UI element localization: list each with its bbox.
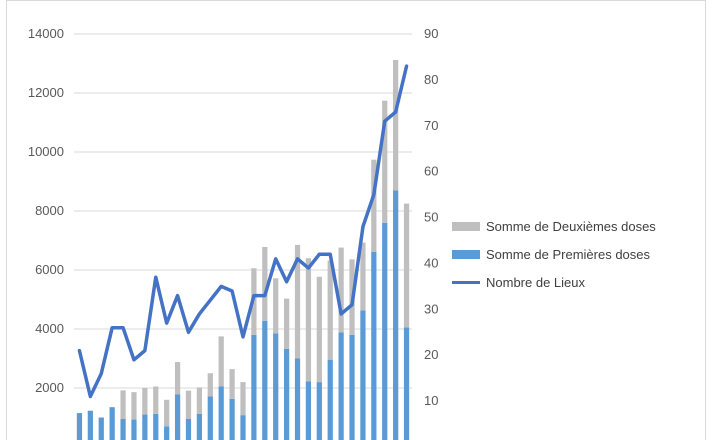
bar-premieres — [164, 426, 170, 440]
bar-premieres — [382, 222, 388, 440]
bar-premieres — [196, 413, 203, 440]
bar-premieres — [262, 320, 268, 440]
bar-deuxiemes — [229, 369, 235, 399]
bar-deuxiemes — [327, 260, 333, 360]
right-axis-ticks: 10 20 30 40 50 60 70 80 90 — [424, 26, 438, 408]
bars — [76, 59, 410, 440]
left-tick-label: 4000 — [35, 321, 64, 336]
right-tick-label: 70 — [424, 118, 438, 133]
right-tick-label: 90 — [424, 26, 438, 41]
bar-premieres — [174, 394, 181, 440]
bar-premieres — [393, 190, 399, 440]
bar-premieres — [327, 359, 333, 440]
bar-deuxiemes — [174, 362, 181, 395]
bar-deuxiemes — [196, 387, 203, 414]
bar-premieres — [316, 382, 322, 440]
bar-premieres — [305, 381, 312, 440]
legend-item-lieux: Nombre de Lieux — [452, 268, 656, 296]
bar-premieres — [338, 332, 344, 440]
right-tick-label: 30 — [424, 301, 438, 316]
legend-swatch-lieux — [452, 280, 480, 284]
bar-premieres — [131, 419, 137, 440]
bar-deuxiemes — [153, 386, 159, 414]
bar-deuxiemes — [360, 242, 366, 311]
bar-deuxiemes — [185, 390, 192, 419]
bar-deuxiemes — [164, 399, 170, 427]
bar-premieres — [240, 415, 246, 440]
bar-deuxiemes — [273, 278, 279, 334]
bar-premieres — [251, 334, 257, 440]
bar-deuxiemes — [382, 100, 388, 223]
bar-deuxiemes — [218, 336, 224, 387]
bar-deuxiemes — [131, 392, 137, 420]
bar-deuxiemes — [283, 298, 290, 349]
bar-deuxiemes — [240, 382, 246, 416]
legend-item-premieres: Somme de Premières doses — [452, 240, 656, 268]
line-layer — [77, 64, 409, 399]
bar-deuxiemes — [142, 388, 148, 415]
left-tick-label: 12000 — [28, 85, 64, 100]
bar-premieres — [371, 251, 377, 440]
legend-label-deuxiemes: Somme de Deuxièmes doses — [486, 218, 656, 234]
bar-premieres — [98, 417, 104, 440]
right-tick-label: 40 — [424, 255, 438, 270]
bar-deuxiemes — [393, 59, 399, 191]
legend-label-lieux: Nombre de Lieux — [486, 274, 585, 290]
bar-deuxiemes — [262, 246, 268, 321]
bar-premieres — [360, 310, 366, 440]
bar-premieres — [185, 418, 192, 440]
bar-premieres — [87, 410, 93, 440]
legend-swatch-deuxiemes — [452, 221, 480, 231]
bar-premieres — [109, 407, 115, 440]
legend-label-premieres: Somme de Premières doses — [486, 246, 651, 262]
right-tick-label: 80 — [424, 72, 438, 87]
bar-deuxiemes — [305, 258, 312, 382]
bar-premieres — [120, 418, 126, 440]
bar-deuxiemes — [403, 203, 410, 328]
bar-premieres — [142, 414, 148, 440]
bar-premieres — [283, 348, 290, 440]
right-tick-label: 10 — [424, 393, 438, 408]
bar-deuxiemes — [294, 244, 301, 359]
bar-premieres — [76, 413, 83, 440]
legend-swatch-premieres — [452, 249, 480, 259]
legend-item-deuxiemes: Somme de Deuxièmes doses — [452, 212, 656, 240]
bar-premieres — [294, 358, 301, 440]
chart-frame — [6, 0, 706, 440]
bar-premieres — [207, 396, 213, 440]
bar-deuxiemes — [207, 373, 213, 397]
left-tick-label: 8000 — [35, 203, 64, 218]
legend: Somme de Deuxièmes doses Somme de Premiè… — [452, 212, 656, 296]
bar-deuxiemes — [371, 159, 377, 252]
bar-premieres — [403, 327, 410, 440]
bar-deuxiemes — [338, 247, 344, 333]
right-tick-label: 20 — [424, 347, 438, 362]
left-tick-label: 14000 — [28, 26, 64, 41]
bar-premieres — [273, 333, 279, 440]
right-tick-label: 60 — [424, 164, 438, 179]
left-tick-label: 10000 — [28, 144, 64, 159]
bar-deuxiemes — [316, 276, 322, 383]
bar-premieres — [153, 413, 159, 440]
bar-deuxiemes — [120, 390, 126, 419]
bar-premieres — [229, 398, 235, 440]
bar-premieres — [349, 334, 355, 440]
line-nombre-de-lieux — [77, 64, 409, 399]
bar-premieres — [218, 386, 224, 440]
right-tick-label: 50 — [424, 210, 438, 225]
left-tick-label: 2000 — [35, 380, 64, 395]
left-tick-label: 6000 — [35, 262, 64, 277]
left-axis-ticks: 2000 4000 6000 8000 10000 12000 14000 — [28, 26, 64, 395]
